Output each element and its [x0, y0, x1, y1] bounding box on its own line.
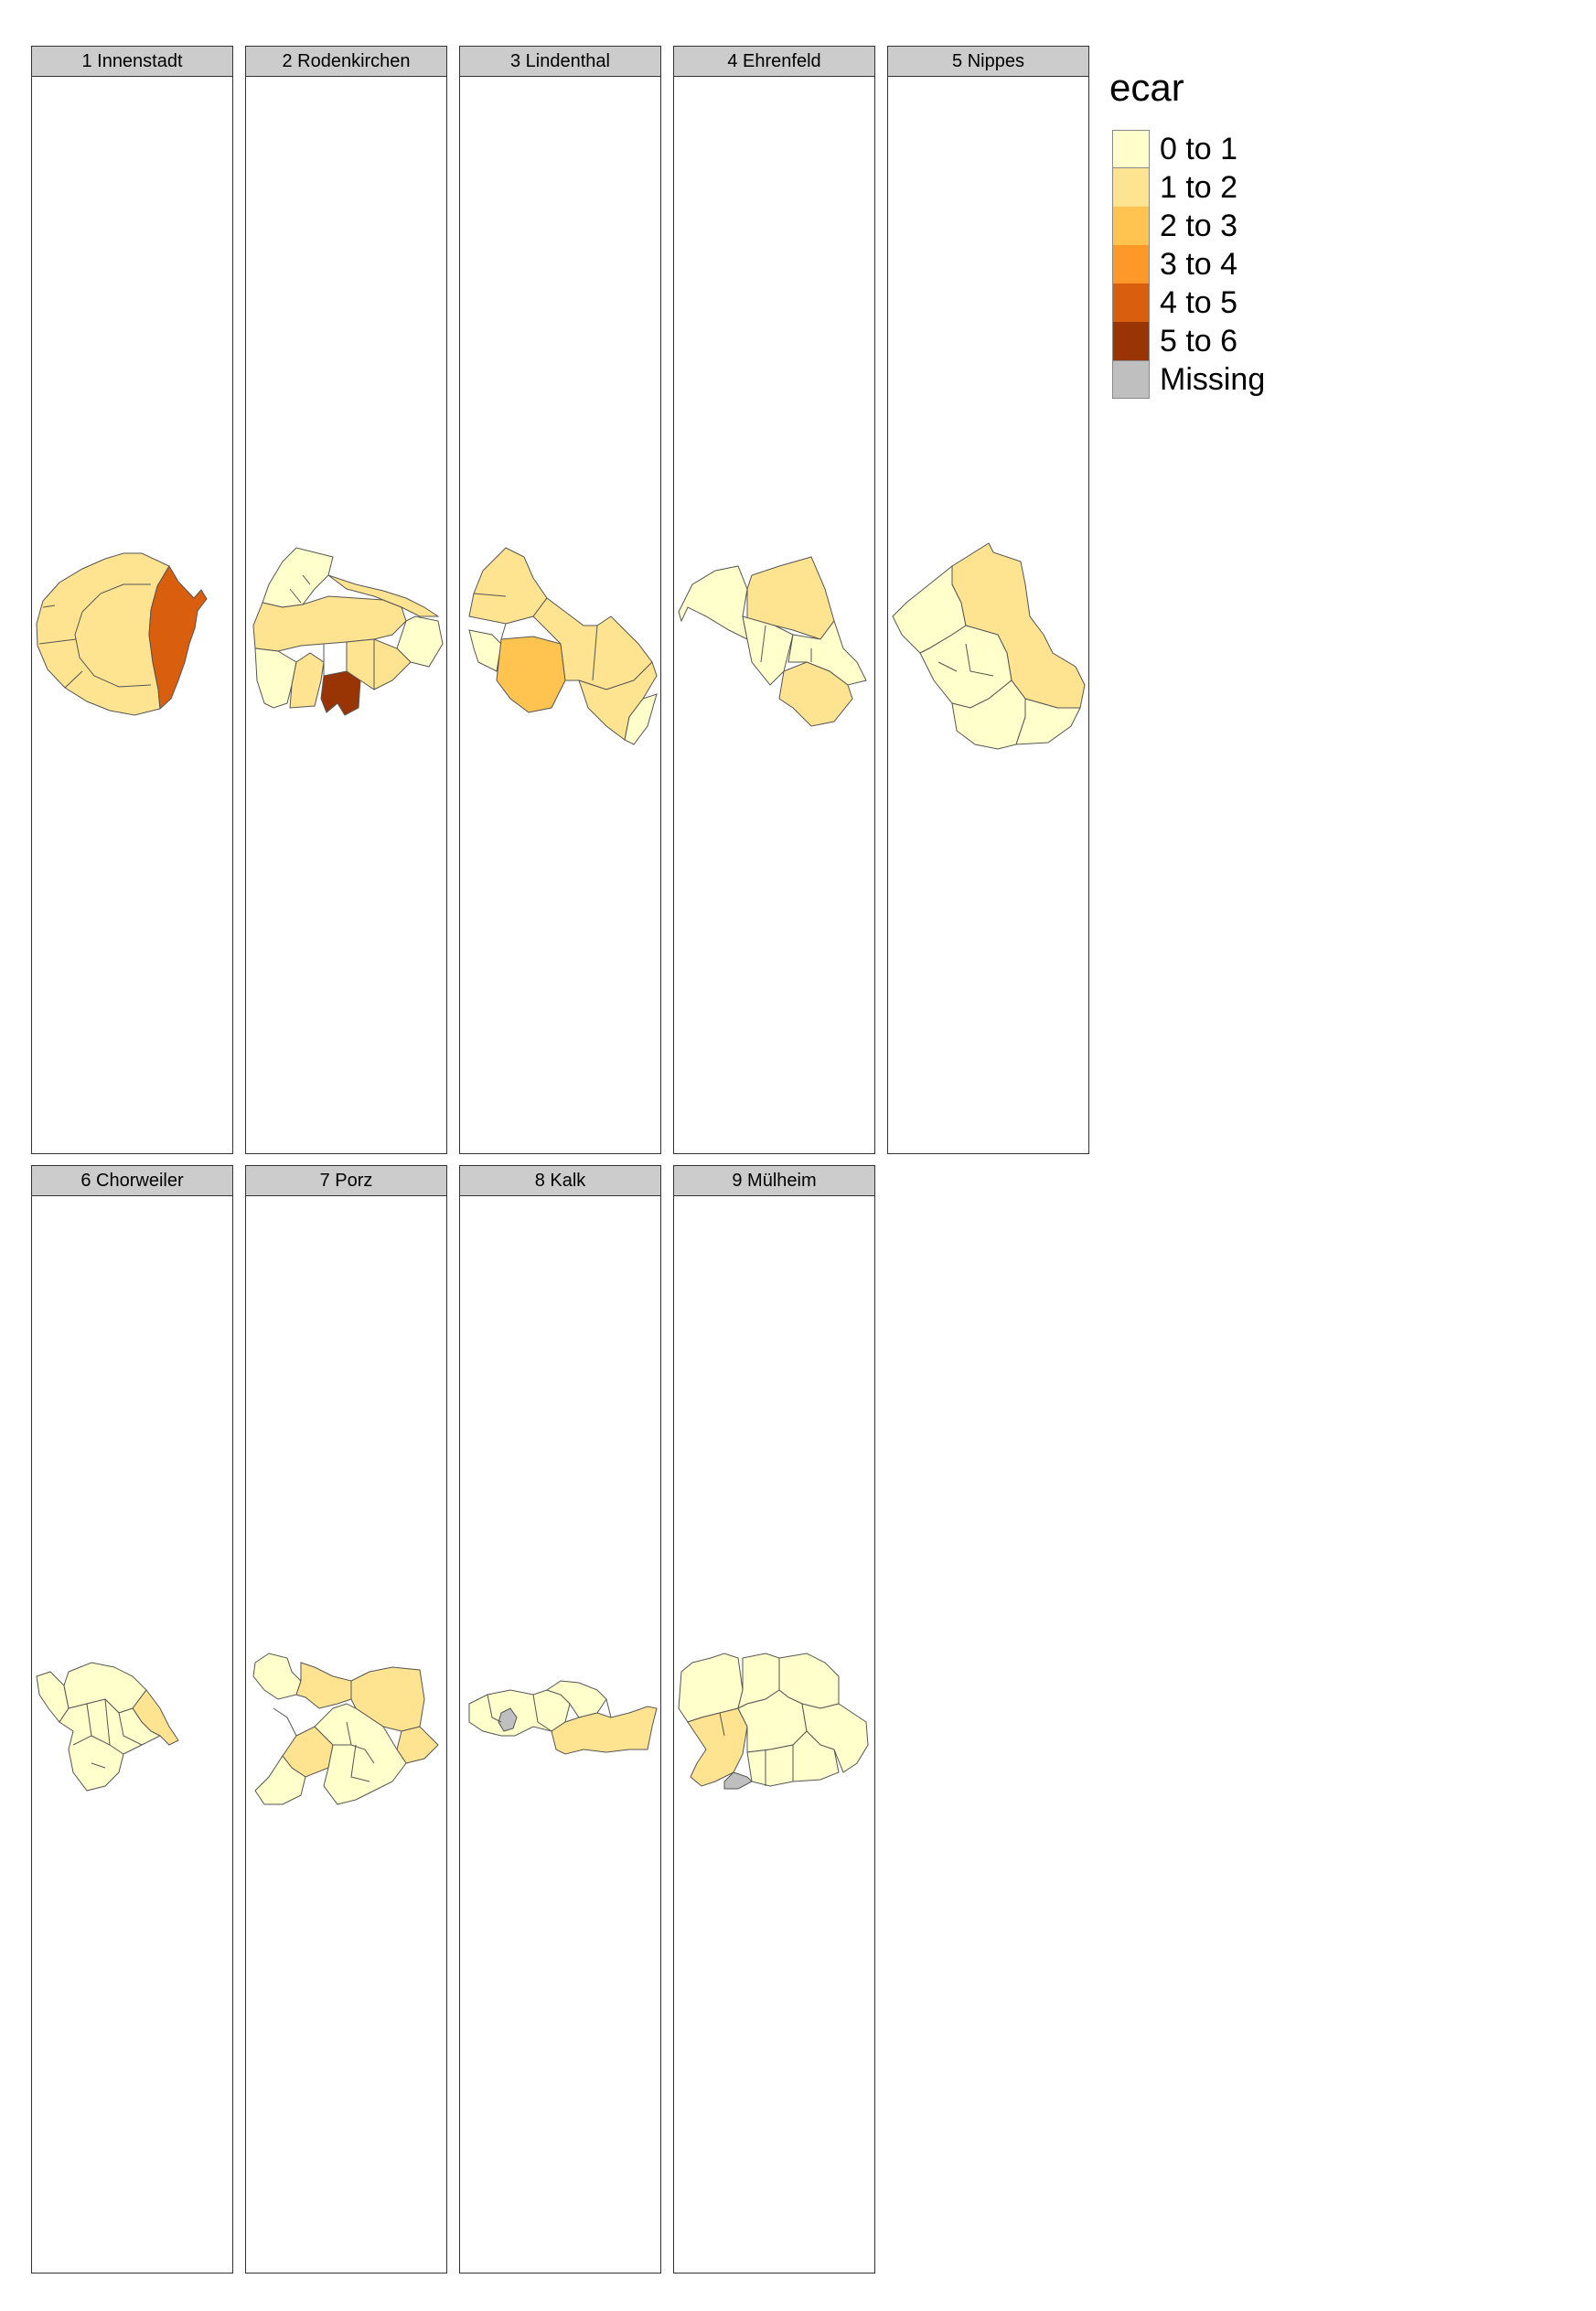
district-area [148, 565, 208, 711]
legend-label: 2 to 3 [1160, 209, 1238, 243]
district-boundary [719, 1712, 794, 1786]
district-map [678, 556, 867, 727]
legend-title: ecar [1109, 66, 1184, 109]
district-area [919, 625, 1012, 709]
district-area [723, 1771, 753, 1790]
panel-chorweiler: 6 Chorweiler [31, 1165, 233, 2274]
legend-swatch [1112, 322, 1150, 360]
district-map [36, 1662, 179, 1792]
map-area [245, 76, 447, 1154]
district-area [254, 647, 297, 709]
panel-title: 2 Rodenkirchen [245, 46, 447, 77]
district-boundary [273, 1707, 375, 1782]
district-area [545, 1680, 607, 1718]
district-map [678, 1653, 869, 1790]
district-area [289, 652, 325, 709]
legend-label: Missing [1160, 362, 1266, 397]
district-area [551, 1706, 658, 1755]
district-area [254, 1755, 306, 1805]
district-map [892, 542, 1086, 750]
map-area [673, 1195, 875, 2274]
district-map [252, 1653, 439, 1805]
legend-label: 5 to 6 [1160, 324, 1238, 358]
district-area [496, 636, 566, 713]
district-area [36, 1671, 70, 1723]
district-area [252, 1653, 302, 1700]
legend: ecar 0 to 1 1 to 2 2 to 3 3 to 4 4 to 5 … [1109, 66, 1347, 413]
district-boundary [937, 643, 994, 677]
panel-title: 6 Chorweiler [31, 1165, 233, 1196]
legend-label: 0 to 1 [1160, 132, 1238, 166]
legend-label: 1 to 2 [1160, 170, 1238, 205]
district-area [327, 574, 440, 617]
panel-porz: 7 Porz [245, 1165, 447, 2274]
district-map [468, 547, 658, 745]
legend-swatch [1112, 130, 1150, 168]
panel-title: 5 Nippes [887, 46, 1089, 77]
district-area [468, 629, 502, 672]
district-map [468, 1680, 658, 1755]
panel-title: 7 Porz [245, 1165, 447, 1196]
district-boundary [74, 583, 152, 688]
district-boundary [760, 625, 812, 663]
district-boundary [473, 593, 598, 681]
district-area [396, 1726, 439, 1764]
legend-swatch [1112, 360, 1150, 399]
district-boundary [72, 1698, 143, 1769]
district-map [36, 552, 208, 716]
map-area [459, 76, 661, 1154]
district-area [498, 1707, 518, 1732]
panel-title: 9 Mülheim [673, 1165, 875, 1196]
district-area [346, 638, 412, 690]
legend-swatch [1112, 284, 1150, 322]
panel-ehrenfeld: 4 Ehrenfeld [673, 46, 875, 1154]
map-area [31, 1195, 233, 2274]
legend-label: 4 to 5 [1160, 285, 1238, 320]
map-area [245, 1195, 447, 2274]
district-boundary [289, 574, 375, 690]
panel-innenstadt: 1 Innenstadt [31, 46, 233, 1154]
map-area [673, 76, 875, 1154]
map-area [459, 1195, 661, 2274]
legend-swatch [1112, 168, 1150, 207]
district-area [678, 565, 748, 640]
panel-kalk: 8 Kalk [459, 1165, 661, 2274]
district-area [468, 547, 548, 625]
district-area [532, 597, 653, 690]
legend-label: 3 to 4 [1160, 247, 1238, 282]
district-area [742, 615, 794, 686]
district-area [314, 1703, 407, 1805]
district-area [787, 619, 867, 686]
panel-title: 8 Kalk [459, 1165, 661, 1196]
panel-title: 4 Ehrenfeld [673, 46, 875, 77]
district-area [687, 1707, 748, 1787]
district-boundary [38, 604, 83, 689]
district-area [320, 670, 361, 716]
district-area [1015, 698, 1081, 745]
map-area [887, 76, 1089, 1154]
legend-swatch [1112, 207, 1150, 245]
legend-swatch [1112, 245, 1150, 284]
panel-lindenthal: 3 Lindenthal [459, 46, 661, 1154]
district-map [252, 547, 444, 716]
panel-muelheim: 9 Mülheim [673, 1165, 875, 2274]
district-boundary [487, 1694, 612, 1732]
panel-rodenkirchen: 2 Rodenkirchen [245, 46, 447, 1154]
panel-title: 3 Lindenthal [459, 46, 661, 77]
panel-title: 1 Innenstadt [31, 46, 233, 77]
district-area [778, 661, 853, 727]
map-area [31, 76, 233, 1154]
district-area [624, 693, 658, 745]
panel-nippes: 5 Nippes [887, 46, 1089, 1154]
district-area [295, 1662, 352, 1709]
